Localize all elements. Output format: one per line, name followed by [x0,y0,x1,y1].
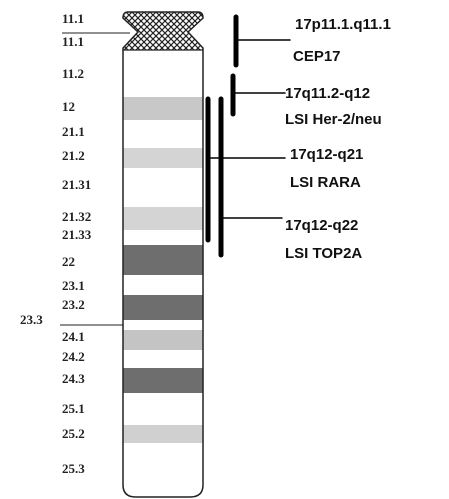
band-label: 21.32 [62,209,91,224]
probe-locus: 17p11.1.q11.1 [295,16,391,33]
band-label: 21.31 [62,177,91,192]
band-label: 25.1 [62,401,85,416]
band-label: 23.1 [62,278,85,293]
band-label: 21.2 [62,148,85,163]
ideogram: 11.1 11.1 11.2 12 21.1 21.2 21.31 21.32 … [0,0,449,499]
band-label: 11.1 [62,11,84,26]
probe-name: LSI Her-2/neu [285,111,382,128]
probe-name: LSI TOP2A [285,245,362,262]
band-label: 24.3 [62,371,85,386]
probe-name: LSI RARA [290,174,361,191]
chromosome-fill [120,10,210,499]
probe-locus: 17q12-q22 [285,217,358,234]
band-labels: 11.1 11.1 11.2 12 21.1 21.2 21.31 21.32 … [20,11,92,476]
probe-name: CEP17 [293,48,341,65]
probe-locus: 17q12-q21 [290,146,363,163]
band-label: 21.1 [62,124,85,139]
band-label: 23.3 [20,312,43,327]
band-label: 11.2 [62,66,84,81]
probe-bars [208,17,290,255]
probe-labels: 17p11.1.q11.1 CEP17 17q11.2-q12 LSI Her-… [285,16,391,262]
probe-locus: 17q11.2-q12 [285,85,370,102]
band-label: 12 [62,99,75,114]
page: {"bands": ["11.1", "11.1", "11.2", "12",… [0,0,449,499]
band-label: 22 [62,254,75,269]
band-label: 21.33 [62,227,92,242]
band-label: 25.3 [62,461,85,476]
band-label: 23.2 [62,297,85,312]
band-label: 25.2 [62,426,85,441]
band-label: 11.1 [62,34,84,49]
band-label: 24.2 [62,349,85,364]
band-label: 24.1 [62,329,85,344]
